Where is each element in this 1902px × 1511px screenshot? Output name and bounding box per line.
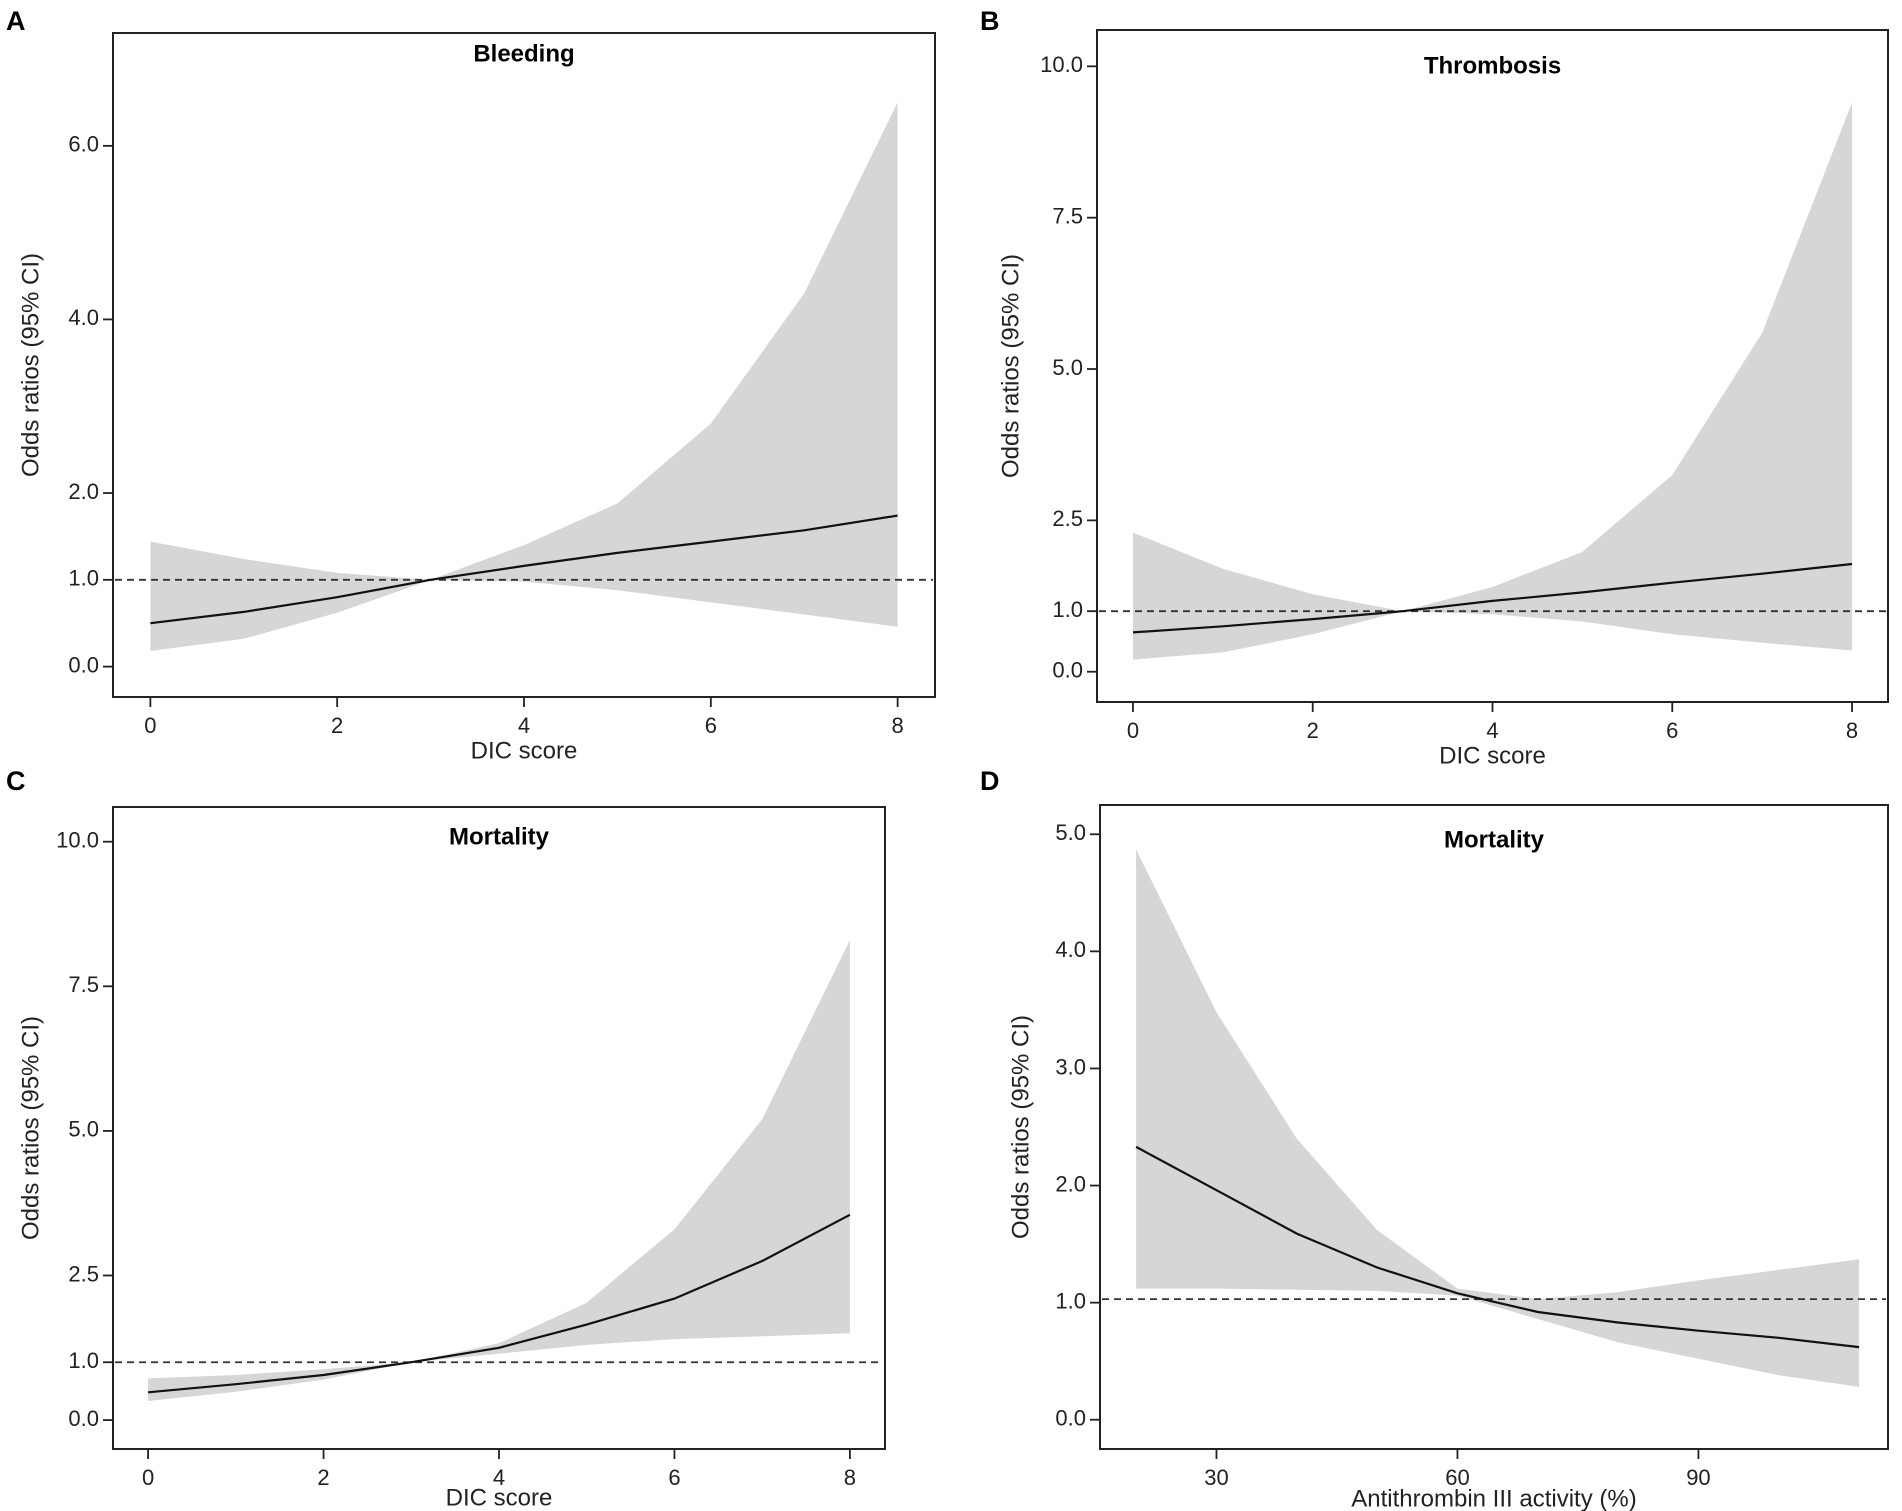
x-tick-label: 4 <box>493 1465 505 1490</box>
x-tick-label: 4 <box>1486 718 1498 743</box>
y-axis-label: Odds ratios (95% CI) <box>17 1016 44 1240</box>
x-tick-label: 8 <box>1846 718 1858 743</box>
panel-letter: D <box>980 766 1000 796</box>
y-tick-label: 1.0 <box>68 1348 99 1373</box>
panel-letter: C <box>6 766 26 796</box>
confidence-band <box>148 940 850 1401</box>
plot-title: Mortality <box>449 823 550 850</box>
y-axis-label: Odds ratios (95% CI) <box>997 254 1024 478</box>
confidence-band <box>1133 102 1852 660</box>
y-tick-label: 2.5 <box>68 1261 99 1286</box>
odds-ratio-line <box>150 514 898 625</box>
odds-ratio-line <box>1135 1145 1860 1349</box>
panel-letter: B <box>980 6 1000 36</box>
y-tick-label: 5.0 <box>68 1117 99 1142</box>
y-tick-label: 5.0 <box>1055 820 1086 845</box>
panel-d: D Mortality 30 60 90 0.0 1.0 2.0 3.0 4.0 5.0 Antith… <box>980 766 1889 1511</box>
plot-title: Bleeding <box>473 40 574 67</box>
panel-c: C Mortality 0 2 4 6 8 0.0 1.0 2.5 5.0 7.5 10.0 DIC sc… <box>6 766 886 1511</box>
x-tick-label: 90 <box>1686 1465 1710 1490</box>
x-tick-label: 6 <box>668 1465 680 1490</box>
x-tick-label: 60 <box>1445 1465 1469 1490</box>
panel-letter: A <box>6 6 26 36</box>
y-tick-label: 7.5 <box>68 972 99 997</box>
y-tick-label: 0.0 <box>1052 658 1083 683</box>
panel-b: B Thrombosis 0 2 4 6 8 0.0 1.0 2.5 5.0 7.5 10.0 DIC s… <box>980 6 1889 769</box>
y-tick-label: 7.5 <box>1052 203 1083 228</box>
y-tick-label: 0.0 <box>68 652 99 677</box>
confidence-band <box>1136 849 1860 1387</box>
y-axis-label: Odds ratios (95% CI) <box>1007 1015 1034 1239</box>
x-axis-label: Antithrombin III activity (%) <box>1351 1485 1636 1511</box>
x-tick-label: 2 <box>331 713 343 738</box>
y-tick-label: 3.0 <box>1055 1054 1086 1079</box>
y-axis-label: Odds ratios (95% CI) <box>17 253 44 477</box>
x-tick-label: 6 <box>705 713 717 738</box>
y-tick-label: 4.0 <box>68 305 99 330</box>
y-tick-label: 10.0 <box>56 828 99 853</box>
y-tick-label: 1.0 <box>1055 1288 1086 1313</box>
x-tick-label: 2 <box>1307 718 1319 743</box>
y-tick-label: 10.0 <box>1040 52 1083 77</box>
x-tick-label: 0 <box>144 713 156 738</box>
y-tick-label: 0.0 <box>1055 1406 1086 1431</box>
confidence-band <box>150 102 898 651</box>
x-axis-label: DIC score <box>1439 742 1546 769</box>
x-tick-label: 0 <box>1127 718 1139 743</box>
y-tick-label: 1.0 <box>68 566 99 591</box>
plot-title: Mortality <box>1444 826 1545 853</box>
x-tick-label: 8 <box>844 1465 856 1490</box>
x-tick-label: 4 <box>518 713 530 738</box>
y-tick-label: 6.0 <box>68 132 99 157</box>
x-axis-label: DIC score <box>471 737 578 764</box>
y-tick-label: 2.0 <box>1055 1171 1086 1196</box>
x-tick-label: 2 <box>317 1465 329 1490</box>
panel-a: A Bleeding 0 2 4 6 8 0.0 1.0 2.0 4.0 6.0 DIC score Od… <box>6 6 936 764</box>
y-tick-label: 0.0 <box>68 1406 99 1431</box>
y-tick-label: 5.0 <box>1052 355 1083 380</box>
x-tick-label: 30 <box>1204 1465 1228 1490</box>
odds-ratio-line <box>147 1213 851 1394</box>
x-tick-label: 0 <box>142 1465 154 1490</box>
y-tick-label: 4.0 <box>1055 937 1086 962</box>
y-tick-label: 2.0 <box>68 479 99 504</box>
odds-ratio-line <box>1132 562 1853 634</box>
x-tick-label: 8 <box>892 713 904 738</box>
x-axis-label: DIC score <box>446 1484 553 1511</box>
y-tick-label: 2.5 <box>1052 506 1083 531</box>
x-tick-label: 6 <box>1666 718 1678 743</box>
y-tick-label: 1.0 <box>1052 597 1083 622</box>
plot-title: Thrombosis <box>1424 52 1561 79</box>
